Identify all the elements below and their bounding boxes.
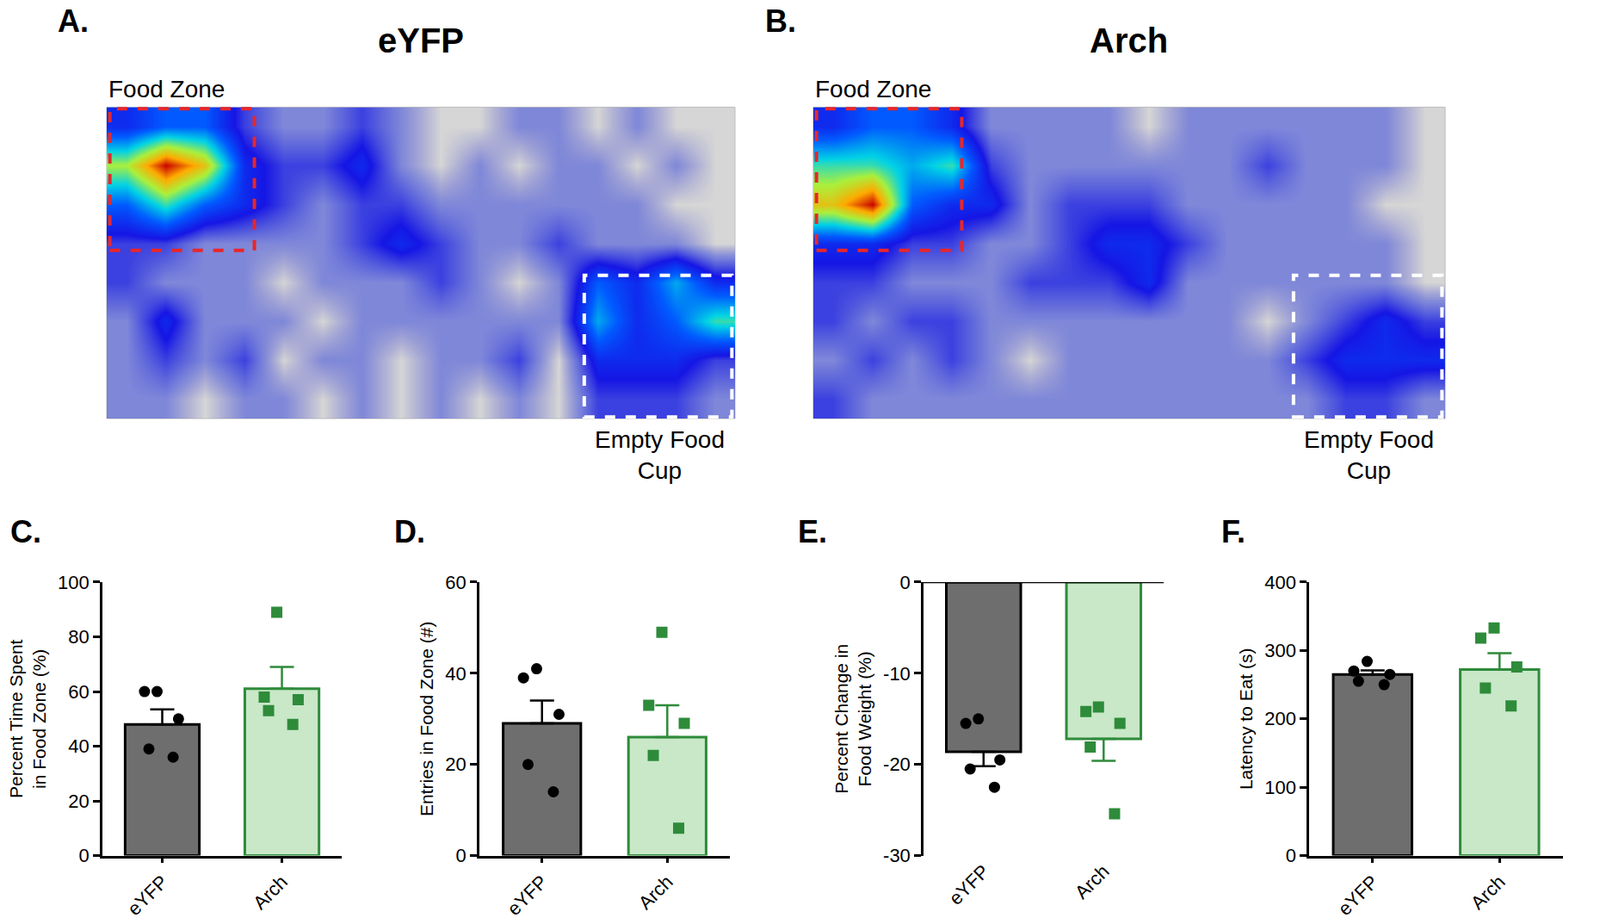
- svg-text:eYFP: eYFP: [377, 21, 464, 60]
- svg-text:100: 100: [1264, 776, 1297, 798]
- svg-text:Arch: Arch: [248, 870, 292, 914]
- svg-text:80: 80: [67, 625, 89, 648]
- svg-text:F.: F.: [1221, 513, 1246, 550]
- svg-text:E.: E.: [797, 513, 828, 550]
- svg-text:20: 20: [67, 790, 89, 812]
- svg-text:B.: B.: [765, 3, 797, 39]
- svg-text:300: 300: [1264, 639, 1297, 662]
- svg-text:40: 40: [444, 662, 466, 685]
- svg-text:Food Zone: Food Zone: [815, 75, 932, 103]
- svg-text:60: 60: [67, 680, 89, 703]
- svg-text:eYFP: eYFP: [1334, 870, 1384, 920]
- svg-text:60: 60: [444, 571, 466, 594]
- svg-text:0: 0: [900, 571, 911, 594]
- svg-text:400: 400: [1264, 571, 1297, 594]
- svg-text:A.: A.: [57, 3, 89, 39]
- svg-text:Percent Time Spentin Food Zone: Percent Time Spentin Food Zone (%): [6, 638, 50, 798]
- svg-text:Entries in Food Zone (#): Entries in Food Zone (#): [416, 621, 437, 816]
- svg-text:200: 200: [1264, 707, 1297, 729]
- svg-text:Percent Change inFood Weight (: Percent Change inFood Weight (%): [831, 643, 875, 794]
- svg-text:Empty FoodCup: Empty FoodCup: [594, 426, 725, 484]
- svg-text:-10: -10: [883, 662, 911, 685]
- svg-text:Arch: Arch: [1466, 870, 1510, 914]
- svg-text:Arch: Arch: [1070, 859, 1114, 903]
- svg-text:-30: -30: [883, 844, 911, 866]
- svg-text:0: 0: [456, 844, 467, 866]
- svg-text:eYFP: eYFP: [123, 870, 173, 920]
- svg-text:Arch: Arch: [1089, 21, 1168, 60]
- svg-text:eYFP: eYFP: [502, 870, 552, 920]
- svg-text:Arch: Arch: [634, 870, 678, 914]
- svg-text:C.: C.: [10, 513, 42, 550]
- svg-text:eYFP: eYFP: [944, 859, 994, 909]
- svg-text:-20: -20: [883, 753, 911, 775]
- svg-text:Food Zone: Food Zone: [108, 75, 225, 103]
- svg-text:40: 40: [67, 735, 89, 757]
- svg-text:100: 100: [57, 571, 90, 594]
- svg-text:D.: D.: [394, 513, 426, 550]
- svg-text:20: 20: [444, 753, 466, 775]
- svg-text:0: 0: [1285, 844, 1297, 866]
- svg-text:Empty FoodCup: Empty FoodCup: [1303, 426, 1434, 484]
- svg-text:0: 0: [79, 844, 90, 866]
- svg-text:Latency to Eat (s): Latency to Eat (s): [1235, 648, 1256, 791]
